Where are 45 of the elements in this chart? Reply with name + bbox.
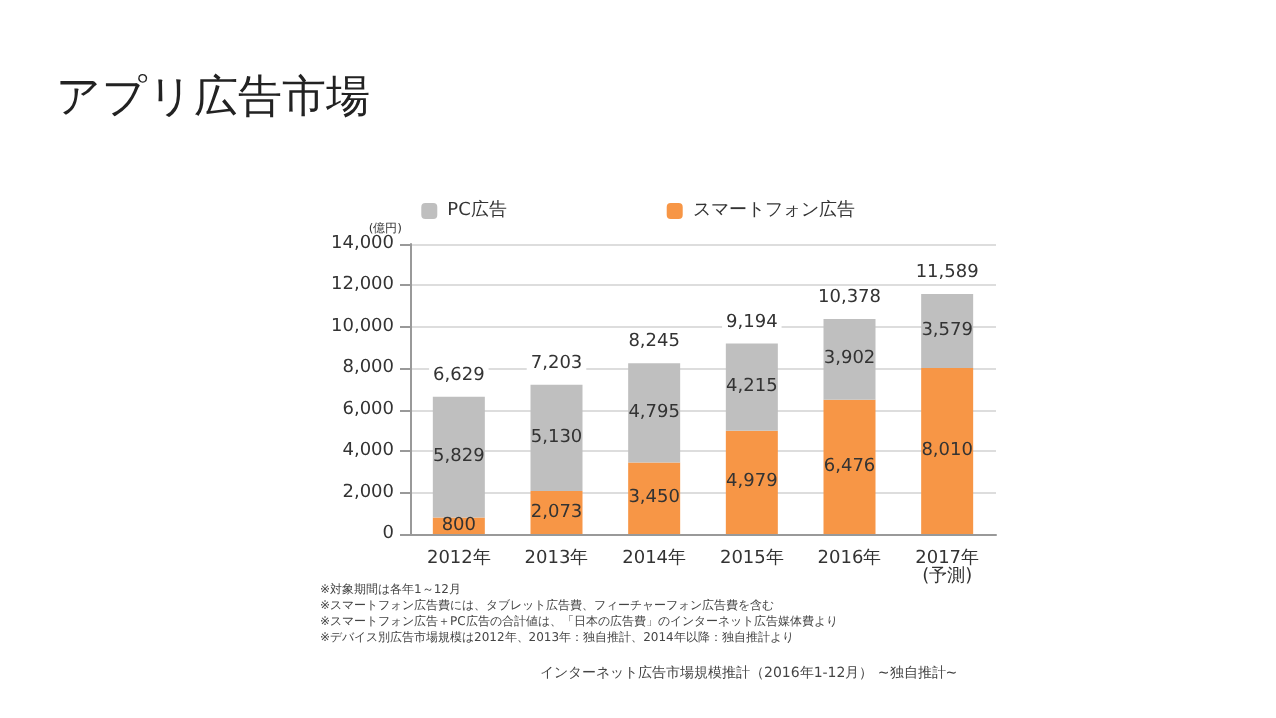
y-tick-label: 12,000 bbox=[331, 275, 395, 296]
data-label: 5,130 bbox=[530, 427, 583, 448]
y-tick-label: 0 bbox=[382, 524, 395, 544]
data-label: 3,579 bbox=[921, 321, 974, 342]
bar bbox=[921, 293, 974, 369]
data-label: 4,215 bbox=[726, 377, 778, 398]
data-label: 8,010 bbox=[921, 441, 974, 462]
x-tick-label: 2016年 bbox=[817, 547, 882, 569]
x-tick-label: 2015年 bbox=[719, 547, 784, 569]
bar bbox=[628, 462, 681, 534]
data-label: 6,476 bbox=[823, 456, 876, 477]
total-label: 6,629 bbox=[433, 365, 486, 386]
bar bbox=[628, 363, 681, 463]
y-tick-label: 2,000 bbox=[342, 482, 395, 503]
y-tick-label: 6,000 bbox=[342, 399, 395, 420]
y-tick-label: 4,000 bbox=[342, 441, 395, 462]
legend-label: スマートフォン広告 bbox=[692, 199, 855, 221]
bar bbox=[725, 343, 778, 431]
x-tick-label: 2012年 bbox=[426, 547, 491, 569]
x-tick-label: 2017年 (予測) bbox=[915, 547, 980, 587]
total-label: 10,378 bbox=[818, 288, 882, 309]
bar bbox=[921, 368, 974, 534]
y-tick-label: 10,000 bbox=[331, 316, 395, 337]
chart-title: アプリ広告市場 bbox=[56, 73, 370, 123]
y-tick-label: 8,000 bbox=[342, 358, 395, 379]
total-label: 9,194 bbox=[726, 312, 779, 333]
bar bbox=[725, 430, 778, 534]
legend-label: PC広告 bbox=[447, 199, 507, 221]
bar bbox=[530, 384, 583, 492]
data-label: 2,073 bbox=[530, 502, 583, 523]
x-tick-label: 2013年 bbox=[524, 547, 589, 569]
total-label: 8,245 bbox=[628, 332, 680, 353]
data-label: 3,902 bbox=[823, 349, 876, 370]
x-tick-label: 2014年 bbox=[622, 547, 687, 569]
bar bbox=[823, 399, 876, 534]
data-label: 4,979 bbox=[726, 472, 779, 493]
y-tick-label: 14,000 bbox=[331, 234, 395, 254]
bar bbox=[823, 319, 876, 400]
bar bbox=[432, 396, 485, 518]
data-label: 4,795 bbox=[628, 402, 680, 423]
data-label: 3,450 bbox=[628, 488, 681, 509]
total-label: 11,589 bbox=[915, 262, 980, 283]
total-label: 7,203 bbox=[530, 353, 583, 374]
data-label: 800 bbox=[441, 515, 477, 536]
data-label: 5,829 bbox=[433, 447, 486, 468]
